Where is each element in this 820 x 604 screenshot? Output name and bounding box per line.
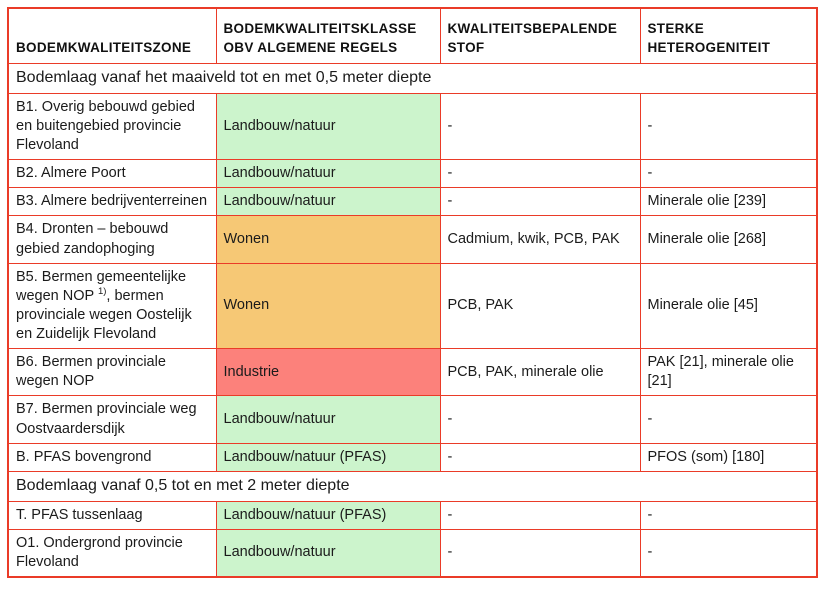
substance-cell: PCB, PAK	[439, 262, 641, 350]
section-title: Bodemlaag vanaf 0,5 tot en met 2 meter d…	[7, 470, 818, 502]
section-title: Bodemlaag vanaf het maaiveld tot en met …	[7, 63, 818, 94]
table-row: B1. Overig bebouwd gebied en buitengebie…	[7, 92, 818, 161]
substance-cell: -	[439, 395, 641, 444]
heterogeneity-cell: -	[639, 395, 818, 444]
zone-cell: B2. Almere Poort	[7, 159, 217, 189]
header-row: BODEMKWALITEITSZONE BODEMKWALITEITSKLASS…	[7, 7, 818, 64]
substance-cell: -	[439, 442, 641, 472]
class-cell: Industrie	[215, 348, 441, 397]
section-title-row: Bodemlaag vanaf 0,5 tot en met 2 meter d…	[7, 470, 818, 502]
table-row: B2. Almere Poort Landbouw/natuur - -	[7, 159, 818, 189]
substance-cell: -	[439, 528, 641, 578]
section-title-row: Bodemlaag vanaf het maaiveld tot en met …	[7, 63, 818, 94]
col-header-kwaliteitsbepalende-stof: KWALITEITSBEPALENDE STOF	[439, 7, 641, 64]
substance-cell: -	[439, 500, 641, 530]
substance-cell: Cadmium, kwik, PCB, PAK	[439, 215, 641, 264]
col-header-bodemkwaliteitsklasse: BODEMKWALITEITSKLASSE OBV ALGEMENE REGEL…	[215, 7, 441, 64]
class-cell: Landbouw/natuur	[215, 92, 441, 161]
zone-cell: B6. Bermen provinciale wegen NOP	[7, 348, 217, 397]
heterogeneity-cell: PAK [21], minerale olie [21]	[639, 348, 818, 397]
substance-cell: PCB, PAK, minerale olie	[439, 348, 641, 397]
table-body: Bodemlaag vanaf het maaiveld tot en met …	[7, 63, 818, 578]
heterogeneity-cell: -	[639, 92, 818, 161]
zone-cell: T. PFAS tussenlaag	[7, 500, 217, 530]
heterogeneity-cell: PFOS (som) [180]	[639, 442, 818, 472]
heterogeneity-cell: Minerale olie [239]	[639, 187, 818, 217]
heterogeneity-cell: -	[639, 159, 818, 189]
table-row: B5. Bermen gemeentelijke wegen NOP 1), b…	[7, 262, 818, 350]
zone-cell: O1. Ondergrond provincie Flevoland	[7, 528, 217, 578]
soil-quality-table: BODEMKWALITEITSZONE BODEMKWALITEITSKLASS…	[7, 7, 818, 578]
class-cell: Landbouw/natuur (PFAS)	[215, 442, 441, 472]
class-cell: Landbouw/natuur	[215, 159, 441, 189]
substance-cell: -	[439, 92, 641, 161]
class-cell: Landbouw/natuur	[215, 395, 441, 444]
heterogeneity-cell: -	[639, 528, 818, 578]
class-cell: Landbouw/natuur (PFAS)	[215, 500, 441, 530]
heterogeneity-cell: Minerale olie [268]	[639, 215, 818, 264]
heterogeneity-cell: -	[639, 500, 818, 530]
table-row: B6. Bermen provinciale wegen NOP Industri…	[7, 348, 818, 397]
heterogeneity-cell: Minerale olie [45]	[639, 262, 818, 350]
class-cell: Landbouw/natuur	[215, 187, 441, 217]
table-row: T. PFAS tussenlaag Landbouw/natuur (PFAS)…	[7, 500, 818, 530]
col-header-bodemkwaliteitszone: BODEMKWALITEITSZONE	[7, 7, 217, 64]
col-header-sterke-heterogeniteit: STERKE HETEROGENITEIT	[639, 7, 818, 64]
class-cell: Wonen	[215, 215, 441, 264]
zone-cell: B3. Almere bedrijventerreinen	[7, 187, 217, 217]
table-row: B7. Bermen provinciale weg Oostvaardersd…	[7, 395, 818, 444]
table-row: B3. Almere bedrijventerreinen Landbouw/na…	[7, 187, 818, 217]
substance-cell: -	[439, 187, 641, 217]
class-cell: Landbouw/natuur	[215, 528, 441, 578]
zone-cell: B. PFAS bovengrond	[7, 442, 217, 472]
table-row: B. PFAS bovengrond Landbouw/natuur (PFAS)…	[7, 442, 818, 472]
page: BODEMKWALITEITSZONE BODEMKWALITEITSKLASS…	[7, 7, 818, 578]
table-row: B4. Dronten – bebouwd gebied zandophogin…	[7, 215, 818, 264]
zone-cell: B1. Overig bebouwd gebied en buitengebie…	[7, 92, 217, 161]
table-row: O1. Ondergrond provincie Flevoland Landbo…	[7, 528, 818, 578]
class-cell: Wonen	[215, 262, 441, 350]
substance-cell: -	[439, 159, 641, 189]
zone-cell: B4. Dronten – bebouwd gebied zandophogin…	[7, 215, 217, 264]
zone-cell: B5. Bermen gemeentelijke wegen NOP 1), b…	[7, 262, 217, 350]
zone-cell: B7. Bermen provinciale weg Oostvaardersd…	[7, 395, 217, 444]
